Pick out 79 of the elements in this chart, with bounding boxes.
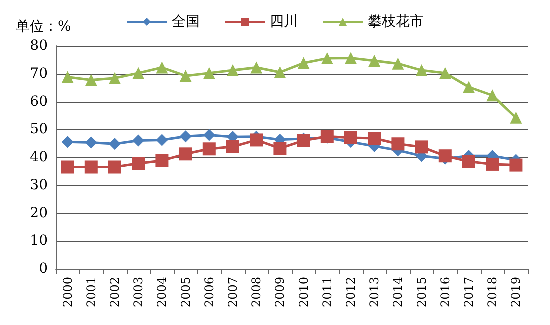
y-tick-label: 10 (30, 233, 48, 250)
x-tick-label: 2014 (391, 276, 406, 308)
x-tick-label: 2012 (344, 277, 358, 308)
point (109, 138, 121, 150)
x-tick-label: 2007 (226, 277, 240, 308)
legend-label: 全国 (172, 14, 200, 30)
y-tick-label: 0 (39, 261, 48, 277)
y-tick-label: 80 (30, 38, 48, 54)
point (180, 130, 192, 143)
point (510, 112, 522, 124)
point (62, 71, 74, 84)
point (227, 64, 239, 77)
legend-label: 攀枝花市 (368, 14, 424, 30)
y-tick-label: 60 (30, 94, 48, 110)
x-tick-label: 2000 (60, 277, 75, 308)
point (132, 67, 145, 80)
point (62, 136, 74, 148)
x-tick-label: 2006 (202, 277, 216, 308)
y-axis-title: 单位：% (16, 19, 72, 35)
point (180, 70, 192, 82)
point (156, 134, 168, 146)
point (179, 148, 192, 161)
point (368, 132, 382, 146)
y-tick-label: 20 (30, 205, 48, 222)
point (368, 55, 381, 68)
x-tick-label: 2018 (486, 277, 500, 308)
point (392, 58, 404, 70)
point (85, 74, 98, 86)
point (486, 158, 500, 171)
y-tick-label: 70 (30, 66, 48, 82)
point (486, 90, 499, 102)
point (438, 150, 452, 163)
point (156, 62, 168, 74)
point (85, 136, 98, 149)
y-tick-label: 30 (30, 177, 48, 194)
point (61, 160, 74, 174)
y-tick-label: 40 (30, 150, 48, 166)
x-tick-label: 2017 (462, 277, 476, 308)
point (109, 72, 121, 84)
legend-label: 四川 (270, 14, 298, 30)
point (203, 129, 216, 142)
x-tick-label: 2008 (250, 277, 264, 308)
point (439, 67, 452, 80)
x-tick-label: 2013 (368, 277, 382, 308)
point (274, 142, 287, 156)
point (463, 81, 475, 94)
y-tick-label: 50 (30, 122, 48, 138)
point (250, 62, 263, 74)
point (297, 134, 310, 148)
x-tick-label: 2016 (438, 277, 452, 308)
point (298, 57, 310, 70)
point (132, 157, 146, 170)
point (321, 52, 334, 65)
point (156, 154, 169, 168)
point (462, 155, 476, 168)
point (202, 142, 216, 156)
point (274, 66, 286, 78)
point (132, 134, 145, 147)
x-tick-label: 2019 (509, 277, 524, 308)
x-tick-label: 2010 (296, 277, 311, 308)
point (226, 140, 240, 154)
x-tick-label: 2009 (273, 277, 288, 308)
point (84, 160, 98, 174)
point (415, 140, 428, 154)
point (392, 138, 405, 151)
x-tick-label: 2002 (108, 277, 122, 308)
point (416, 64, 428, 77)
x-tick-label: 2001 (84, 277, 98, 308)
point (108, 160, 122, 174)
point (250, 134, 264, 147)
x-tick-label: 2011 (320, 277, 334, 308)
point (345, 52, 357, 64)
x-tick-label: 2015 (414, 277, 429, 308)
x-tick-label: 2004 (155, 276, 170, 308)
point (203, 67, 216, 80)
x-tick-label: 2005 (178, 277, 193, 308)
point (344, 131, 358, 144)
point (510, 158, 523, 172)
x-tick-label: 2003 (132, 277, 146, 308)
